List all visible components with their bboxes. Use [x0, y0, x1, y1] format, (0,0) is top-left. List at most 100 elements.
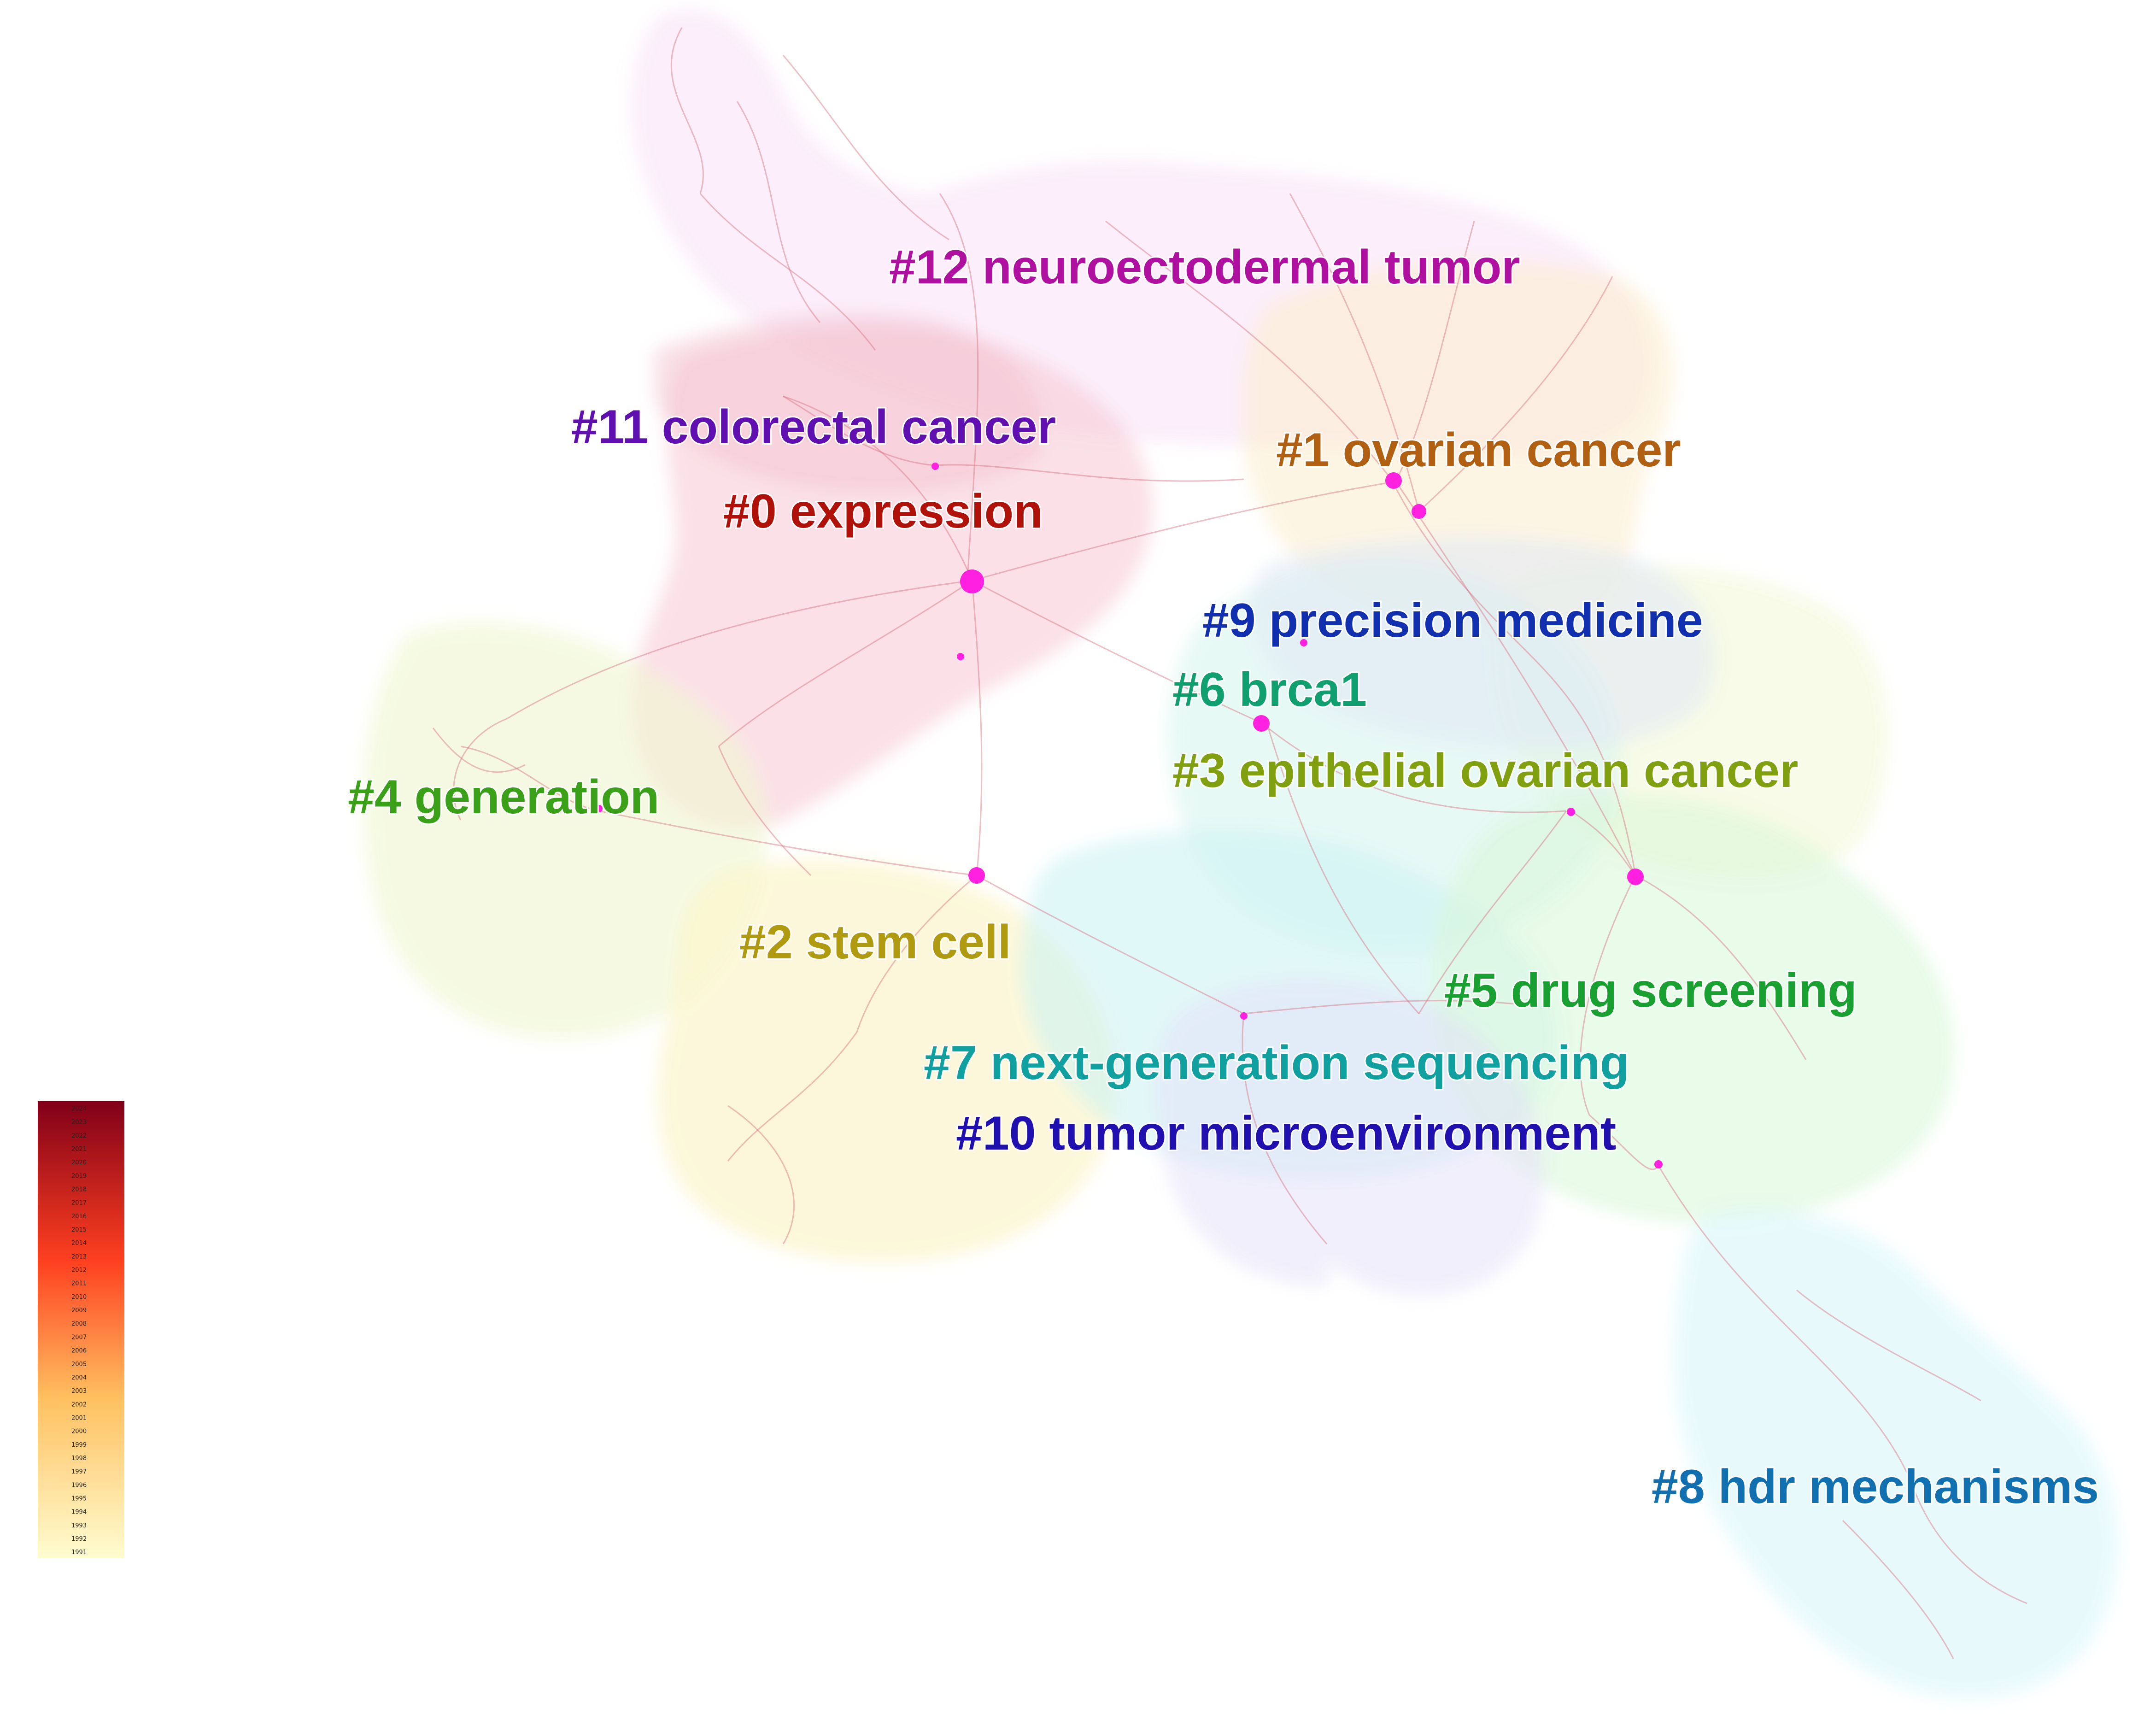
year-legend-tick: 2013: [71, 1253, 87, 1260]
year-legend-tick: 2017: [71, 1200, 87, 1207]
year-legend-tick: 2005: [71, 1361, 87, 1368]
year-legend-tick: 2022: [71, 1133, 87, 1139]
link: [432, 728, 526, 773]
year-legend-tick: 2023: [71, 1119, 87, 1126]
cluster-region-10: [1155, 979, 1544, 1296]
node-colorectal[interactable]: [932, 463, 939, 470]
cluster-label-10[interactable]: #10 tumor microenvironment: [955, 1105, 1617, 1162]
link: [971, 580, 983, 876]
year-legend-ticks: 2024 2023 2022 2021 2020 2019 2018 2017 2016 2015…: [71, 1105, 87, 1556]
link: [1243, 1000, 1521, 1015]
node-stem-cell[interactable]: [968, 867, 985, 884]
link: [1105, 220, 1392, 480]
link: [972, 481, 1396, 581]
year-legend-tick: 2020: [71, 1159, 87, 1166]
year-legend-tick: 1991: [71, 1549, 87, 1556]
year-legend-tick: 1993: [71, 1522, 87, 1529]
node-generation[interactable]: [595, 805, 603, 812]
year-legend-tick: 2015: [71, 1227, 87, 1233]
link: [939, 193, 979, 581]
link: [460, 745, 599, 812]
year-legend-tick: 2011: [71, 1280, 87, 1287]
link: [972, 580, 1263, 724]
link: [976, 875, 1244, 1015]
cluster-labels: #12 neuroectodermal tumor #11 colorectal…: [346, 239, 2100, 1515]
year-legend-tick: 2009: [71, 1307, 87, 1314]
link: [1395, 481, 1636, 876]
link: [1418, 810, 1567, 1014]
cluster-region-4: [363, 622, 767, 1039]
link: [670, 27, 704, 194]
link: [1635, 875, 1807, 1060]
cluster-label-3[interactable]: #3 epithelial ovarian cancer: [1171, 743, 1799, 799]
year-legend-tick: 1995: [71, 1496, 87, 1503]
node-expression-2[interactable]: [957, 653, 964, 660]
cluster-label-12[interactable]: #12 neuroectodermal tumor: [888, 239, 1522, 295]
cluster-region-5: [1431, 796, 1954, 1223]
year-legend-tick: 2001: [71, 1415, 87, 1421]
year-legend-tick: 2024: [71, 1105, 87, 1112]
node-ovarian-cancer-2[interactable]: [1412, 504, 1426, 519]
link: [1266, 723, 1420, 1015]
cluster-label-1[interactable]: #1 ovarian cancer: [1275, 422, 1682, 478]
cluster-region-1: [1244, 261, 1673, 630]
cluster-region-8: [1673, 1209, 2118, 1699]
citation-links: [432, 27, 2027, 1659]
link: [1579, 875, 1636, 1115]
year-legend-tick: 1997: [71, 1468, 87, 1475]
cluster-regions: [363, 9, 2118, 1699]
link: [1589, 1114, 1659, 1170]
node-drug-screening[interactable]: [1627, 869, 1644, 885]
cluster-label-6[interactable]: #6 brca1: [1171, 662, 1368, 718]
year-legend-tick: 2002: [71, 1401, 87, 1408]
link: [1658, 1165, 1798, 1337]
link: [598, 810, 977, 876]
cluster-label-5[interactable]: #5 drug screening: [1443, 963, 1858, 1019]
link: [1911, 1483, 2027, 1604]
cluster-region-9: [1249, 536, 1715, 750]
year-legend-tick: 2003: [71, 1388, 87, 1395]
year-legend-tick: 2012: [71, 1267, 87, 1274]
year-legend-tick: 2014: [71, 1240, 87, 1247]
cluster-label-9[interactable]: #9 precision medicine: [1201, 593, 1705, 649]
year-legend: 2024 2023 2022 2021 2020 2019 2018 2017 2016 2015…: [38, 1101, 124, 1558]
link: [1242, 1013, 1328, 1244]
node-epithelial[interactable]: [1567, 808, 1575, 816]
link: [1390, 479, 1521, 646]
link: [856, 875, 977, 1033]
year-legend-tick: 1996: [71, 1482, 87, 1489]
link: [1796, 1335, 1913, 1484]
cluster-label-11[interactable]: #11 colorectal cancer: [570, 399, 1057, 455]
link: [727, 1105, 795, 1244]
year-legend-tick: 1998: [71, 1455, 87, 1462]
node-expression[interactable]: [960, 569, 984, 593]
year-legend-bar: [38, 1101, 124, 1558]
year-legend-tick: 2000: [71, 1428, 87, 1435]
link: [1842, 1520, 1954, 1659]
cluster-label-7[interactable]: #7 next-generation sequencing: [922, 1035, 1630, 1091]
node-ovarian-cancer[interactable]: [1385, 472, 1402, 489]
cluster-nodes: [595, 463, 1663, 1168]
link: [699, 193, 876, 351]
cluster-label-8[interactable]: #8 hdr mechanisms: [1650, 1459, 2100, 1515]
year-legend-tick: 2004: [71, 1374, 87, 1381]
node-precision[interactable]: [1300, 639, 1307, 646]
node-tumor-micro[interactable]: [1654, 1160, 1663, 1168]
link: [783, 395, 973, 581]
node-ngs[interactable]: [1240, 1012, 1248, 1020]
node-brca1[interactable]: [1253, 715, 1270, 732]
link: [1570, 810, 1636, 876]
cluster-label-2[interactable]: #2 stem cell: [738, 914, 1013, 970]
year-legend-tick: 2018: [71, 1186, 87, 1193]
year-legend-tick: 1999: [71, 1442, 87, 1449]
cluster-label-0[interactable]: #0 expression: [722, 483, 1044, 540]
year-legend-tick: 2008: [71, 1321, 87, 1327]
link: [718, 746, 812, 876]
year-legend-tick: 2007: [71, 1334, 87, 1341]
link: [1519, 644, 1636, 876]
cluster-label-4[interactable]: #4 generation: [346, 769, 661, 825]
link: [935, 464, 1244, 482]
link: [1289, 193, 1420, 512]
year-legend-tick: 1994: [71, 1509, 87, 1516]
